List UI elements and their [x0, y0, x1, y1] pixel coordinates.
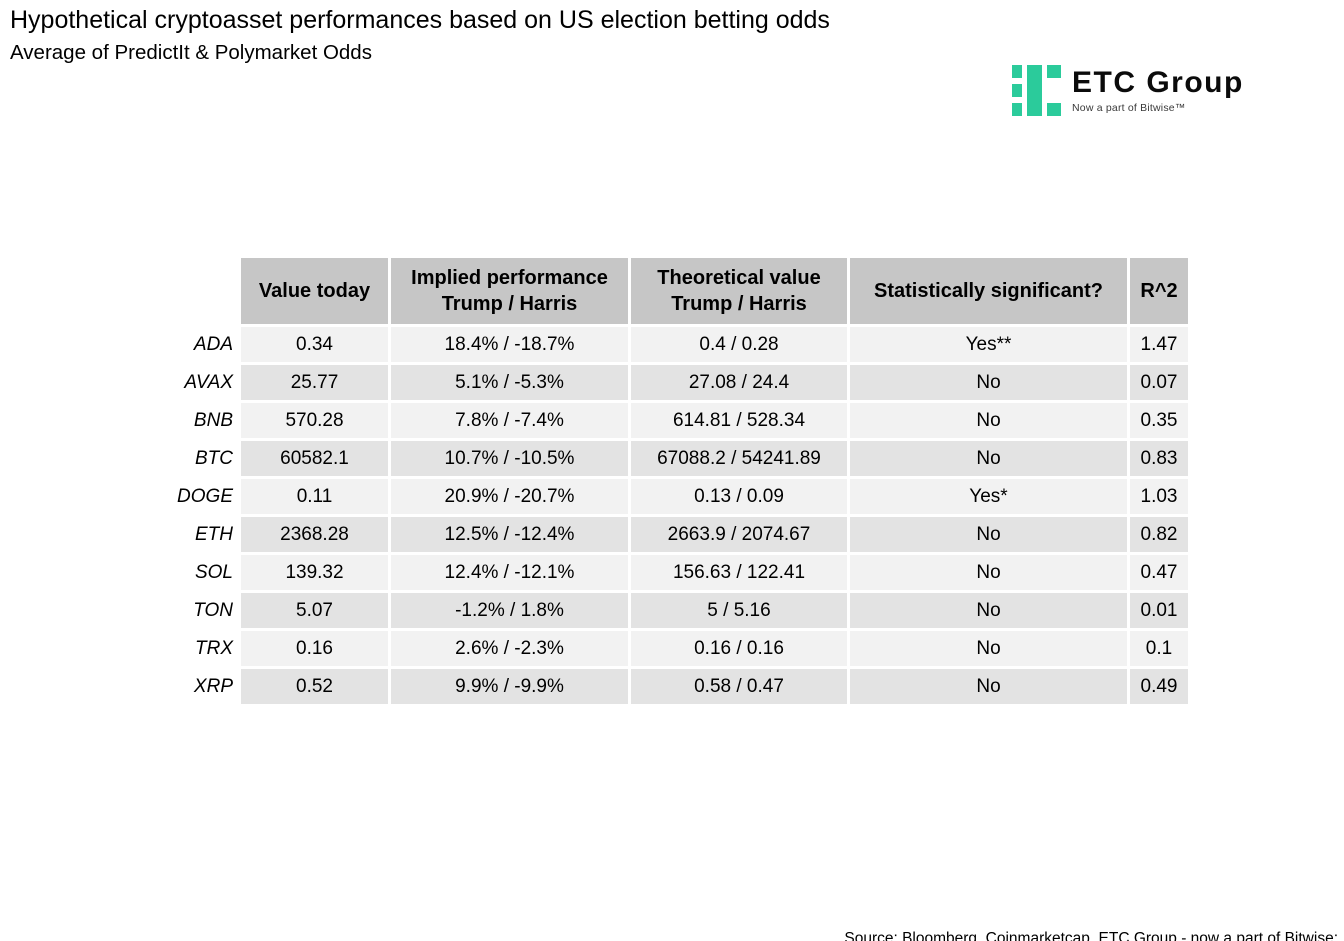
asset-label: BTC — [195, 447, 233, 469]
r2-cell: 0.1 — [1130, 631, 1188, 666]
asset-label: ETH — [195, 523, 233, 545]
col-header-asset — [163, 258, 238, 324]
asset-label: TRX — [195, 637, 233, 659]
col-header-line: Statistically significant? — [874, 280, 1103, 302]
r2-cell: 1.47 — [1130, 327, 1188, 362]
col-header-line: Implied performance — [411, 267, 608, 289]
implied-performance-cell: 12.4% / -12.1% — [391, 555, 628, 590]
implied-performance-cell: 2.6% / -2.3% — [391, 631, 628, 666]
r2-cell: 0.07 — [1130, 365, 1188, 400]
table-row-eth: ETH 2368.28 12.5% / -12.4% 2663.9 / 2074.67… — [163, 517, 1188, 552]
significant-cell: Yes** — [850, 327, 1127, 362]
asset-label: TON — [193, 599, 233, 621]
table-row-xrp: XRP 0.52 9.9% / -9.9% 0.58 / 0.47 No 0.49 — [163, 669, 1188, 704]
implied-performance-cell: 18.4% / -18.7% — [391, 327, 628, 362]
value-today-cell: 60582.1 — [241, 441, 388, 476]
significant-cell: No — [850, 403, 1127, 438]
theoretical-value-cell: 0.16 / 0.16 — [631, 631, 847, 666]
table-row-ada: ADA 0.34 18.4% / -18.7% 0.4 / 0.28 Yes** 1.47 — [163, 327, 1188, 362]
theoretical-value-cell: 2663.9 / 2074.67 — [631, 517, 847, 552]
value-today-cell: 0.52 — [241, 669, 388, 704]
asset-label: ADA — [193, 333, 233, 355]
table-row-trx: TRX 0.16 2.6% / -2.3% 0.16 / 0.16 No 0.1 — [163, 631, 1188, 666]
col-header-line: Trump / Harris — [671, 293, 807, 315]
asset-label: DOGE — [177, 485, 233, 507]
implied-performance-cell: 5.1% / -5.3% — [391, 365, 628, 400]
value-today-cell: 139.32 — [241, 555, 388, 590]
crypto-performance-table: Value today Implied performance Trump / … — [160, 255, 1191, 707]
table-row-doge: DOGE 0.11 20.9% / -20.7% 0.13 / 0.09 Yes* 1.0… — [163, 479, 1188, 514]
value-today-cell: 25.77 — [241, 365, 388, 400]
table-row-avax: AVAX 25.77 5.1% / -5.3% 27.08 / 24.4 No 0.07 — [163, 365, 1188, 400]
theoretical-value-cell: 0.58 / 0.47 — [631, 669, 847, 704]
asset-label: BNB — [193, 409, 233, 431]
theoretical-value-cell: 0.13 / 0.09 — [631, 479, 847, 514]
theoretical-value-cell: 67088.2 / 54241.89 — [631, 441, 847, 476]
theoretical-value-cell: 5 / 5.16 — [631, 593, 847, 628]
r2-cell: 0.35 — [1130, 403, 1188, 438]
col-header-line: Theoretical value — [657, 267, 821, 289]
col-header-statistically-significant: Statistically significant? — [850, 258, 1127, 324]
asset-label: AVAX — [184, 371, 233, 393]
r2-cell: 0.82 — [1130, 517, 1188, 552]
source-note: Source: Bloomberg, Coinmarketcap, ETC Gr… — [788, 891, 1338, 941]
implied-performance-cell: 12.5% / -12.4% — [391, 517, 628, 552]
logo-text-block: ETC Group Now a part of Bitwise™ — [1072, 65, 1244, 114]
figure-title: Hypothetical cryptoasset performances ba… — [10, 6, 830, 34]
logo-brand-name: ETC Group — [1072, 66, 1244, 99]
col-header-theoretical-value: Theoretical value Trump / Harris — [631, 258, 847, 324]
col-header-line: Trump / Harris — [441, 293, 578, 315]
theoretical-value-cell: 614.81 / 528.34 — [631, 403, 847, 438]
r2-cell: 0.01 — [1130, 593, 1188, 628]
implied-performance-cell: 10.7% / -10.5% — [391, 441, 628, 476]
source-line: Source: Bloomberg, Coinmarketcap, ETC Gr… — [844, 930, 1338, 941]
etc-group-logo-icon — [1012, 65, 1061, 116]
significant-cell: No — [850, 517, 1127, 552]
table-row-btc: BTC 60582.1 10.7% / -10.5% 67088.2 / 54241.… — [163, 441, 1188, 476]
col-header-value-today: Value today — [241, 258, 388, 324]
r2-cell: 1.03 — [1130, 479, 1188, 514]
table-row-sol: SOL 139.32 12.4% / -12.1% 156.63 / 122.41 No… — [163, 555, 1188, 590]
etc-group-logo: ETC Group Now a part of Bitwise™ — [1012, 65, 1244, 116]
theoretical-value-cell: 27.08 / 24.4 — [631, 365, 847, 400]
col-header-line: R^2 — [1140, 280, 1178, 302]
asset-label: SOL — [194, 561, 233, 583]
significant-cell: No — [850, 365, 1127, 400]
value-today-cell: 0.34 — [241, 327, 388, 362]
implied-performance-cell: 20.9% / -20.7% — [391, 479, 628, 514]
implied-performance-cell: -1.2% / 1.8% — [391, 593, 628, 628]
table-row-ton: TON 5.07 -1.2% / 1.8% 5 / 5.16 No 0.01 — [163, 593, 1188, 628]
asset-label: XRP — [193, 675, 233, 697]
significant-cell: No — [850, 593, 1127, 628]
significant-cell: No — [850, 555, 1127, 590]
value-today-cell: 5.07 — [241, 593, 388, 628]
significant-cell: No — [850, 669, 1127, 704]
value-today-cell: 0.16 — [241, 631, 388, 666]
col-header-r2: R^2 — [1130, 258, 1188, 324]
r2-cell: 0.83 — [1130, 441, 1188, 476]
r2-cell: 0.49 — [1130, 669, 1188, 704]
significant-cell: No — [850, 631, 1127, 666]
value-today-cell: 570.28 — [241, 403, 388, 438]
logo-tagline: Now a part of Bitwise™ — [1072, 102, 1186, 114]
value-today-cell: 0.11 — [241, 479, 388, 514]
significant-cell: No — [850, 441, 1127, 476]
implied-performance-cell: 9.9% / -9.9% — [391, 669, 628, 704]
col-header-line: Value today — [258, 280, 371, 302]
theoretical-value-cell: 156.63 / 122.41 — [631, 555, 847, 590]
figure-subtitle: Average of PredictIt & Polymarket Odds — [10, 41, 372, 64]
r2-cell: 0.47 — [1130, 555, 1188, 590]
implied-performance-cell: 7.8% / -7.4% — [391, 403, 628, 438]
significant-cell: Yes* — [850, 479, 1127, 514]
theoretical-value-cell: 0.4 / 0.28 — [631, 327, 847, 362]
value-today-cell: 2368.28 — [241, 517, 388, 552]
col-header-implied-performance: Implied performance Trump / Harris — [391, 258, 628, 324]
table-header-row: Value today Implied performance Trump / … — [163, 258, 1188, 324]
table-row-bnb: BNB 570.28 7.8% / -7.4% 614.81 / 528.34 No 0.… — [163, 403, 1188, 438]
